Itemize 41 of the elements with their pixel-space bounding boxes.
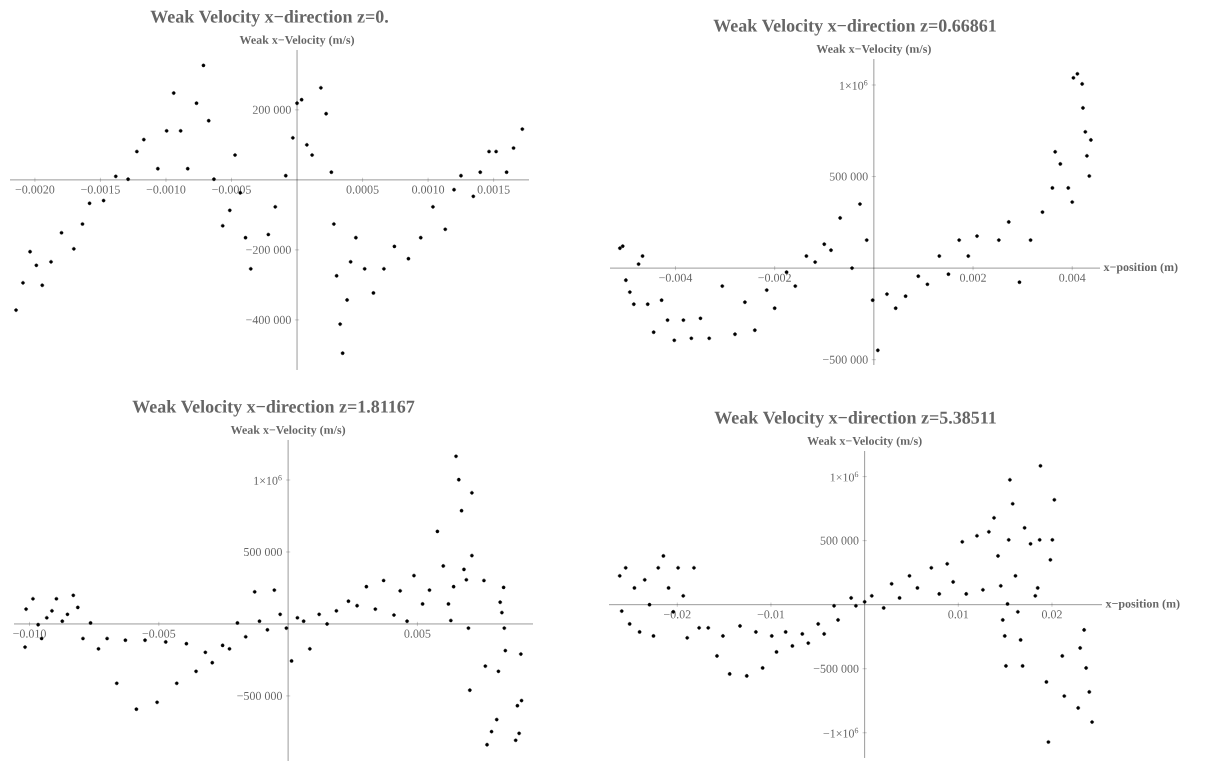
chart-title: Weak Velocity x−direction z=0.66861 (713, 19, 996, 36)
x-tick-label: 0.0015 (477, 185, 510, 194)
y-tick-label: −500 000 (823, 355, 868, 364)
x-tick-label: −0.005 (142, 629, 176, 638)
y-tick-label: −500 000 (813, 664, 859, 673)
x-tick-label: −0.0015 (81, 185, 120, 194)
x-tick-label: 0.005 (404, 629, 431, 638)
x-tick-label: 0.01 (948, 610, 969, 619)
x-tick-label: −0.004 (659, 273, 693, 282)
x-tick-label: 0.0010 (412, 185, 445, 194)
chart-title: Weak Velocity x−direction z=5.38511 (714, 411, 996, 428)
y-axis-title: Weak x−Velocity (m/s) (816, 44, 931, 56)
y-tick-label: 1×10$^{6}$ (830, 471, 859, 482)
x-tick-label: −0.01 (757, 610, 785, 619)
y-axis-title: Weak x−Velocity (m/s) (230, 425, 346, 437)
x-tick-label: −0.0020 (15, 185, 55, 194)
x-axis-title: x−position (m) (1105, 599, 1180, 611)
chart-title: Weak Velocity x−direction z=1.81167 (132, 400, 415, 417)
x-tick-label: −0.002 (758, 273, 791, 282)
y-tick-label: −500 000 (237, 691, 282, 700)
y-tick-label: 1×10$^{6}$ (254, 475, 282, 485)
x-tick-label: 0.0005 (346, 185, 379, 194)
y-tick-label: −200 000 (246, 245, 291, 254)
y-axis-title: Weak x−Velocity (m/s) (807, 436, 922, 448)
y-tick-label: 1×10$^{6}$ (839, 80, 868, 90)
x-axis-title: x−position (m) (1103, 262, 1178, 274)
x-tick-label: −0.010 (13, 629, 46, 638)
x-tick-label: 0.02 (1041, 610, 1062, 619)
y-tick-label: −400 000 (246, 315, 291, 324)
y-tick-label: 500 000 (829, 172, 868, 181)
x-tick-label: 0.002 (960, 273, 986, 282)
x-tick-label: −0.0005 (212, 185, 251, 194)
chart-title: Weak Velocity x−direction z=0. (150, 10, 388, 27)
y-tick-label: −1×10$^{6}$ (823, 727, 859, 738)
y-tick-label: 500 000 (244, 547, 282, 557)
y-tick-label: 200 000 (252, 105, 291, 114)
y-axis-title: Weak x−Velocity (m/s) (239, 35, 355, 47)
y-tick-label: 500 000 (820, 536, 859, 545)
x-tick-label: −0.02 (664, 610, 691, 619)
x-tick-label: 0.004 (1059, 273, 1086, 282)
x-tick-label: −0.0010 (146, 185, 186, 194)
